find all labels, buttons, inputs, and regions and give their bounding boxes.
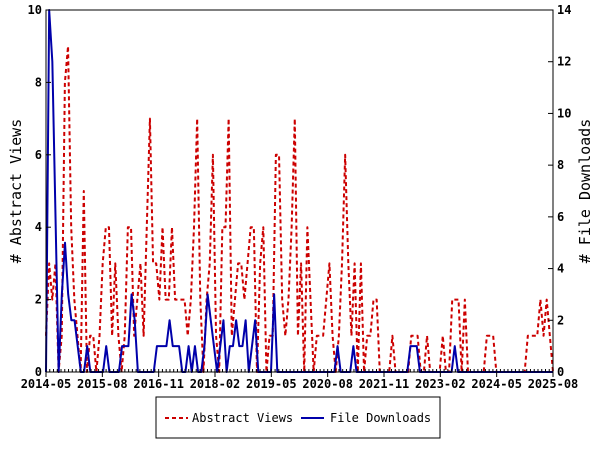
series-line-abstract-views xyxy=(45,45,554,373)
y-left-tick-label: 10 xyxy=(28,3,42,17)
y-left-tick-label: 6 xyxy=(35,148,42,162)
y-left-axis-title: # Abstract Views xyxy=(7,119,25,264)
x-tick-label: 2014-05 xyxy=(21,377,72,391)
y-right-tick-label: 12 xyxy=(557,55,571,69)
y-right-tick-label: 4 xyxy=(557,262,564,276)
x-tick-label: 2019-05 xyxy=(246,377,297,391)
x-tick-label: 2015-08 xyxy=(77,377,128,391)
y-left-tick-label: 8 xyxy=(35,75,42,89)
y-left-tick-label: 0 xyxy=(35,365,42,379)
y-right-tick-label: 2 xyxy=(557,313,564,327)
x-tick-label: 2021-11 xyxy=(359,377,410,391)
legend-label-abstract-views: Abstract Views xyxy=(192,411,293,425)
y-left-tick-label: 4 xyxy=(35,220,42,234)
y-left-tick-label: 2 xyxy=(35,293,42,307)
x-tick-label: 2016-11 xyxy=(133,377,184,391)
y-right-tick-label: 10 xyxy=(557,106,571,120)
series-layer xyxy=(45,9,554,373)
legend-label-file-downloads: File Downloads xyxy=(330,411,431,425)
x-tick-label: 2018-02 xyxy=(190,377,241,391)
plot-frame xyxy=(45,9,554,373)
legend: Abstract Views File Downloads xyxy=(155,396,441,439)
y-right-tick-label: 8 xyxy=(557,158,564,172)
y-right-tick-label: 0 xyxy=(557,365,564,379)
legend-box xyxy=(155,396,441,439)
x-tick-label: 2023-02 xyxy=(415,377,466,391)
y-right-axis-title: # File Downloads xyxy=(576,119,594,264)
axes-layer: 2014-05 2015-08 2016-11 2018-02 2019-05 2020-… xyxy=(21,3,579,391)
y-right-tick-label: 14 xyxy=(557,3,571,17)
y-right-tick-label: 6 xyxy=(557,210,564,224)
x-tick-label: 2024-05 xyxy=(471,377,522,391)
x-tick-label: 2025-08 xyxy=(528,377,579,391)
x-tick-label: 2020-08 xyxy=(302,377,353,391)
